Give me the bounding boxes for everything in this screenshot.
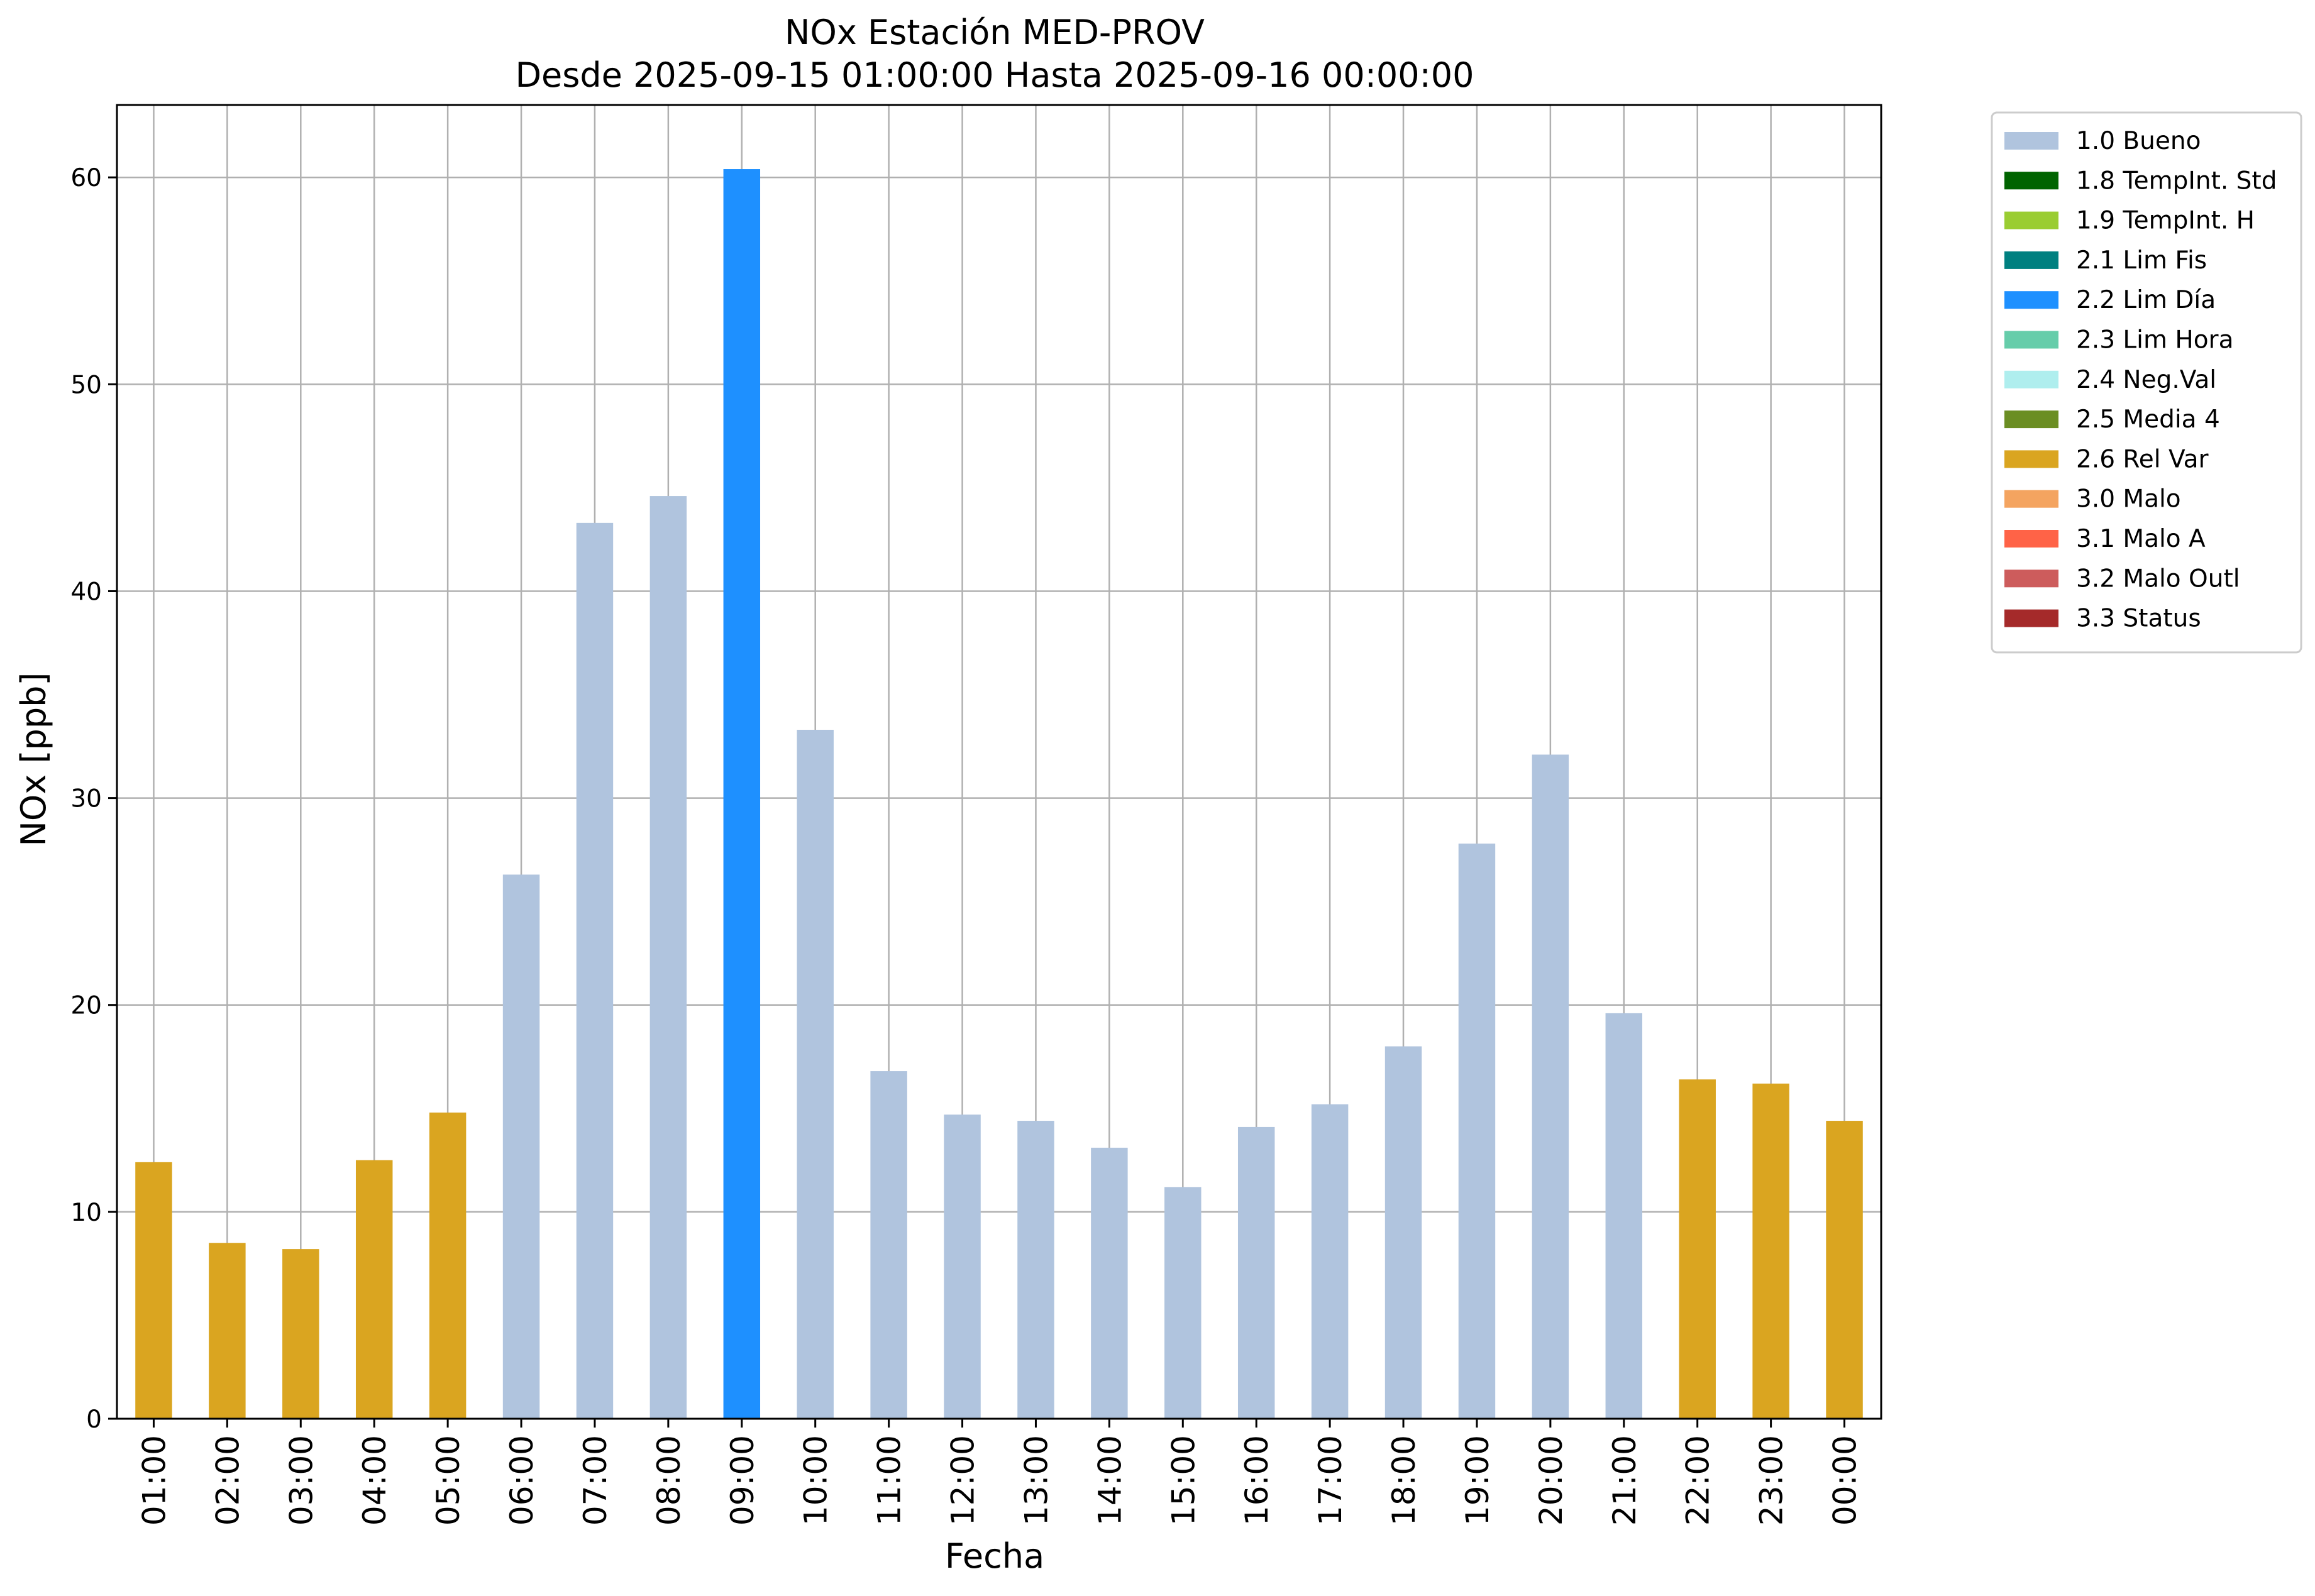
legend-swatch [2004, 570, 2058, 588]
bars-layer [135, 169, 1863, 1419]
y-axis-label: NOx [ppb] [14, 673, 53, 847]
bar-1600 [1237, 1126, 1275, 1419]
legend-label: 3.1 Malo A [2076, 525, 2206, 553]
y-tick-label: 10 [70, 1199, 102, 1227]
legend-label: 1.0 Bueno [2076, 127, 2201, 155]
x-tick-label: 16:00 [1239, 1435, 1275, 1526]
bar-0800 [649, 496, 687, 1419]
x-tick-label: 07:00 [577, 1435, 614, 1526]
legend-label: 3.0 Malo [2076, 485, 2181, 514]
y-tick-label: 50 [70, 371, 102, 399]
bar-0300 [282, 1249, 319, 1419]
legend-label: 2.1 Lim Fis [2076, 246, 2207, 275]
x-tick-label: 04:00 [356, 1435, 393, 1526]
chart-title: NOx Estación MED-PROV [785, 13, 1205, 52]
x-tick-label: 21:00 [1606, 1435, 1643, 1526]
legend-label: 3.2 Malo Outl [2076, 564, 2240, 593]
bar-1200 [944, 1114, 981, 1419]
legend-label: 1.9 TempInt. H [2076, 207, 2255, 235]
bar-1700 [1311, 1104, 1349, 1419]
legend-swatch [2004, 530, 2058, 548]
bar-0100 [135, 1162, 172, 1419]
legend-label: 2.4 Neg.Val [2076, 366, 2216, 394]
y-tick-label: 30 [70, 785, 102, 813]
x-tick-label: 09:00 [724, 1435, 761, 1526]
legend-swatch [2004, 609, 2058, 627]
x-tick-label: 02:00 [209, 1435, 246, 1526]
x-tick-label: 20:00 [1533, 1435, 1569, 1526]
legend-swatch [2004, 251, 2058, 269]
bar-2200 [1679, 1079, 1716, 1419]
legend-label: 2.6 Rel Var [2076, 445, 2209, 473]
x-tick-label: 01:00 [136, 1435, 172, 1526]
legend-swatch [2004, 450, 2058, 468]
chart-subtitle: Desde 2025-09-15 01:00:00 Hasta 2025-09-… [515, 55, 1474, 95]
x-tick-label: 13:00 [1018, 1435, 1054, 1526]
legend-swatch [2004, 370, 2058, 388]
plot-area-frame [116, 104, 1882, 1420]
x-tick-label: 18:00 [1386, 1435, 1422, 1526]
x-tick-label: 17:00 [1312, 1435, 1349, 1526]
legend-label: 2.2 Lim Día [2076, 286, 2216, 314]
x-tick-label: 22:00 [1680, 1435, 1716, 1526]
bar-0500 [429, 1112, 467, 1419]
y-tick-label: 60 [70, 164, 102, 192]
bar-1400 [1091, 1147, 1128, 1419]
x-tick-label: 03:00 [283, 1435, 319, 1526]
legend-swatch [2004, 132, 2058, 150]
y-axis: 0 10 20 30 40 50 60 [70, 164, 117, 1434]
legend-swatch [2004, 172, 2058, 190]
legend: 1.0 Bueno 1.8 TempInt. Std 1.9 TempInt. H 2… [1991, 111, 2302, 654]
x-tick-label: 19:00 [1459, 1435, 1496, 1526]
x-tick-label: 00:00 [1827, 1435, 1864, 1526]
bar-1300 [1017, 1121, 1054, 1419]
y-tick-label: 20 [70, 992, 102, 1020]
x-axis: 01:00 02:00 03:00 04:00 05:00 06:00 07:00 08:00… [136, 1419, 1864, 1526]
legend-label: 2.5 Media 4 [2076, 405, 2220, 434]
bar-2300 [1752, 1083, 1789, 1419]
legend-swatch [2004, 331, 2058, 349]
x-tick-label: 10:00 [798, 1435, 834, 1526]
bar-1500 [1164, 1187, 1202, 1419]
bar-0200 [209, 1243, 246, 1419]
x-tick-label: 14:00 [1091, 1435, 1128, 1526]
bar-1800 [1384, 1046, 1422, 1419]
x-axis-label: Fecha [945, 1536, 1044, 1576]
bar-2000 [1532, 754, 1569, 1419]
x-tick-label: 12:00 [945, 1435, 981, 1526]
bar-0700 [576, 522, 614, 1419]
legend-label: 1.8 TempInt. Std [2076, 167, 2277, 195]
x-tick-label: 08:00 [651, 1435, 687, 1526]
legend-swatch [2004, 410, 2058, 429]
legend-label: 2.3 Lim Hora [2076, 326, 2234, 355]
legend-swatch [2004, 490, 2058, 508]
bar-0900 [723, 169, 761, 1419]
legend-swatch [2004, 291, 2058, 309]
y-tick-label: 0 [86, 1406, 102, 1434]
bar-1900 [1458, 844, 1496, 1419]
bar-1100 [870, 1071, 907, 1419]
bar-1000 [797, 729, 834, 1419]
x-tick-label: 15:00 [1165, 1435, 1202, 1526]
bar-0600 [502, 874, 540, 1419]
bar-2100 [1605, 1013, 1643, 1419]
x-tick-label: 23:00 [1754, 1435, 1790, 1526]
x-tick-label: 11:00 [871, 1435, 908, 1526]
legend-box [1991, 111, 2302, 654]
legend-swatch [2004, 211, 2058, 229]
x-tick-label: 05:00 [430, 1435, 467, 1526]
legend-label: 3.3 Status [2076, 605, 2201, 633]
bar-0400 [355, 1160, 393, 1419]
y-tick-label: 40 [70, 578, 102, 606]
x-tick-label: 06:00 [504, 1435, 540, 1526]
bar-0000 [1826, 1121, 1863, 1419]
